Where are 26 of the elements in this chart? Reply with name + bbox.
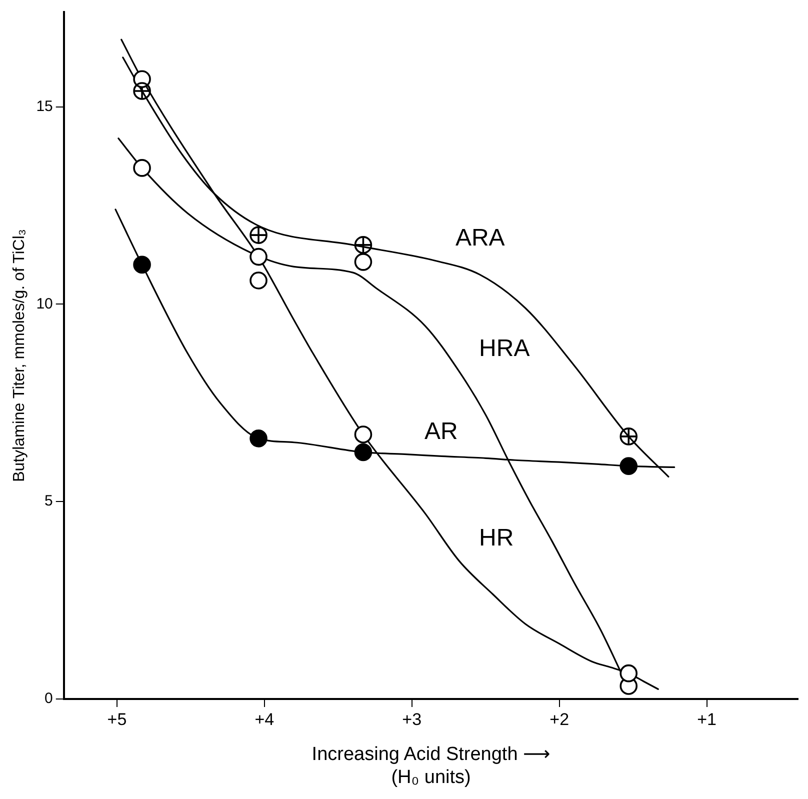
point xyxy=(133,159,151,177)
point xyxy=(620,664,638,682)
x-tick-label: +4 xyxy=(254,710,274,729)
point xyxy=(250,272,268,290)
series-label: HRA xyxy=(479,334,530,362)
point xyxy=(133,256,151,274)
point xyxy=(250,430,268,448)
series-label: AR xyxy=(424,418,458,445)
point xyxy=(354,426,372,444)
x-axis-title: Increasing Acid Strength ⟶ (H₀ units) xyxy=(312,744,550,788)
point xyxy=(250,226,268,244)
series-label: HR xyxy=(479,524,514,552)
x-tick-label: +3 xyxy=(402,710,422,729)
y-axis-title: Butylamine Titer, mmoles/g. of TiCl₃ xyxy=(11,229,28,482)
y-tick-label: 0 xyxy=(44,690,53,708)
x-tick-label: +1 xyxy=(697,710,716,729)
y-tick-label: 10 xyxy=(36,295,53,312)
point xyxy=(354,443,372,462)
x-tick-label: +5 xyxy=(107,710,127,729)
y-tick-label: 15 xyxy=(36,98,53,115)
x-tick-label: +2 xyxy=(550,710,570,729)
y-tick-label: 5 xyxy=(44,492,53,510)
series-label: ARA xyxy=(455,224,505,252)
point xyxy=(250,248,268,266)
point xyxy=(620,457,638,475)
point xyxy=(354,253,372,271)
